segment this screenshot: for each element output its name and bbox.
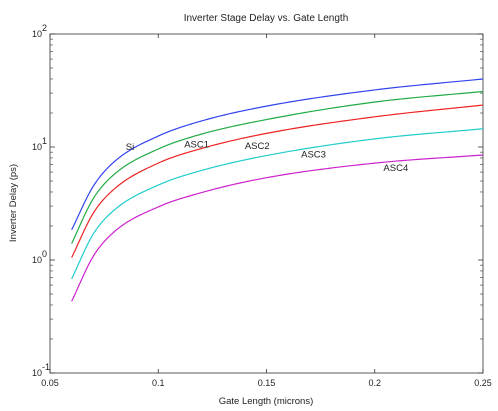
series-line-asc1 (71, 90, 484, 244)
series-line-asc4 (71, 154, 484, 302)
y-tick-label: 10 (32, 368, 42, 378)
x-tick-label: 0.15 (258, 378, 276, 388)
y-tick-label-exponent: 2 (42, 23, 47, 33)
series-label-asc2: ASC2 (245, 141, 270, 152)
x-tick-label: 0.1 (152, 378, 165, 388)
series-line-si (71, 78, 484, 231)
series-label-si: Si (126, 142, 134, 153)
x-tick-label: 0.25 (474, 378, 492, 388)
y-tick-label-exponent: -1 (42, 362, 50, 372)
y-tick-label: 10 (32, 142, 42, 152)
series-label-asc4: ASC4 (383, 163, 408, 174)
y-tick-label: 10 (32, 255, 42, 265)
x-tick-label: 0.2 (368, 378, 381, 388)
series-line-asc2 (71, 104, 484, 258)
series-layer (71, 78, 484, 302)
y-tick-label-exponent: 0 (42, 249, 47, 259)
y-tick-label-exponent: 1 (42, 136, 47, 146)
x-axis-label: Gate Length (microns) (219, 396, 314, 407)
series-label-asc3: ASC3 (301, 149, 326, 160)
chart-title: Inverter Stage Delay vs. Gate Length (184, 13, 349, 24)
curve-labels: Si ASC1 ASC2 ASC3 ASC4 (126, 140, 408, 175)
series-line-asc3 (71, 128, 484, 280)
y-tick-label: 10 (32, 29, 42, 39)
series-label-asc1: ASC1 (184, 140, 209, 151)
y-axis-label: Inverter Delay (ps) (8, 164, 19, 242)
x-tick-label: 0.05 (41, 378, 59, 388)
